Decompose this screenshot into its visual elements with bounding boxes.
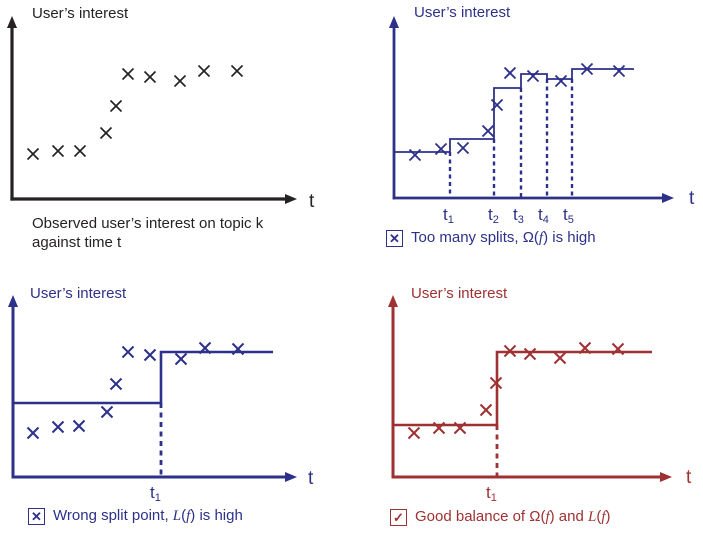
x-axis-label: t [308,468,314,489]
x-axis-arrow-icon [662,193,674,203]
too-many-splits-plot: User’s interest t t1 t2 t3 t4 t5 [389,4,695,226]
x-box-icon: ✕ [386,229,403,247]
tick-label: t5 [563,205,574,226]
axes [388,295,672,482]
data-points [26,341,245,440]
y-axis-label: User’s interest [411,285,508,302]
observed-plot: User’s interest t [7,5,315,212]
too-many-splits-caption: ✕ Too many splits, Ω(f) is high [386,229,596,247]
axis-labels: User’s interest t [32,5,315,212]
tick-label: t1 [486,483,497,504]
panel-too-many-splits: User’s interest t t1 t2 t3 t4 t5 ✕ Too many spl… [352,0,703,267]
good-balance-caption: ✓ Good balance of Ω(f) and L(f) [390,508,611,526]
tick-label: t1 [443,205,454,226]
axes [389,16,674,203]
wrong-split-point-plot: User’s interest t t1 [8,285,314,504]
axis-labels: User’s interest t t1 t2 t3 t4 t5 [414,4,695,226]
step-function-line [393,350,652,427]
data-points [407,341,625,440]
tick-label: t2 [488,205,499,226]
split-dashed-lines [448,79,574,198]
x-axis-arrow-icon [285,472,297,482]
note-line: Observed user’s interest on topic k [32,215,264,232]
axis-labels: User’s interest t t1 [30,285,314,504]
data-points [26,64,244,161]
checkmark-box-icon: ✓ [390,508,407,526]
x-axis-arrow-icon [660,472,672,482]
x-axis-arrow-icon [285,194,297,204]
y-axis-label: User’s interest [414,4,511,21]
tick-label: t3 [513,205,524,226]
data-points [408,62,626,162]
tick-label: t4 [538,205,549,226]
y-axis-arrow-icon [389,16,399,28]
x-axis-label: t [689,188,695,209]
panel-wrong-split-point: User’s interest t t1 ✕ Wrong split point, L… [0,267,352,534]
tick-label: t1 [150,483,161,504]
x-axis-label: t [309,191,315,212]
y-axis-arrow-icon [7,16,17,28]
caption-text: Good balance of Ω(f) and L(f) [415,508,611,525]
x-axis-label: t [686,467,692,488]
caption-text: Wrong split point, L(f) is high [53,507,243,524]
y-axis-arrow-icon [8,295,18,307]
wrong-split-point-caption: ✕ Wrong split point, L(f) is high [28,507,243,525]
note-line: against time t [32,234,122,251]
observed-note: Observed user’s interest on topic k again… [32,214,263,252]
y-axis-arrow-icon [388,295,398,307]
x-box-icon: ✕ [28,507,45,525]
y-axis-label: User’s interest [32,5,129,22]
good-balance-plot: User’s interest t t1 [388,285,692,504]
axes [8,295,297,482]
panel-observed: User’s interest t Observed user’s interes… [0,0,352,267]
step-function-line [13,350,273,405]
y-axis-label: User’s interest [30,285,127,302]
panel-good-balance: User’s interest t t1 ✓ Good balance of Ω(f)… [352,267,703,534]
axes [7,16,297,204]
step-function-line [394,68,634,153]
caption-text: Too many splits, Ω(f) is high [411,229,596,246]
axis-labels: User’s interest t t1 [411,285,692,504]
